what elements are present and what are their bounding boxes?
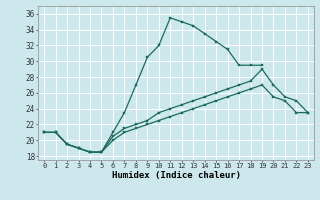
X-axis label: Humidex (Indice chaleur): Humidex (Indice chaleur) (111, 171, 241, 180)
